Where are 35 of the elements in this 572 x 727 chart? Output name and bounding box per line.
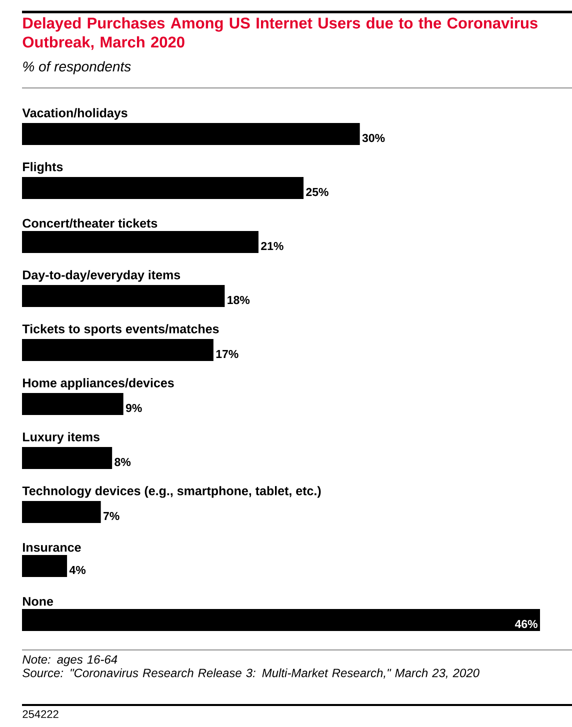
data-label: 46% — [514, 620, 538, 628]
data-label: 7% — [104, 512, 120, 520]
bar — [22, 393, 124, 416]
data-label: 21% — [261, 242, 284, 250]
text: 254222 — [22, 710, 58, 718]
bar — [22, 339, 214, 362]
y-tick-label: Flights — [23, 162, 63, 174]
data-label: 18% — [228, 296, 250, 304]
source-note: Source: "Coronavirus Research Release 3: Multi-Market Research," March 23, 2020 — [22, 668, 480, 679]
bar — [22, 609, 540, 632]
y-tick-label: None — [23, 597, 54, 606]
y-tick-label: Insurance — [23, 543, 81, 552]
data-label: 4% — [69, 566, 86, 574]
data-label: 25% — [306, 188, 328, 196]
bar — [22, 501, 101, 524]
chart-subtitle: % of respondents — [23, 61, 131, 74]
data-label: 30% — [362, 134, 385, 142]
bar — [22, 177, 304, 200]
y-tick-label: Vacation/holidays — [22, 108, 128, 120]
bar — [22, 123, 360, 146]
bar — [22, 285, 225, 308]
chart-title: Delayed Purchases Among US Internet Users due to the Coronavirus Outbreak, March 2020 — [22, 17, 538, 50]
bar — [22, 231, 258, 254]
bar — [22, 447, 112, 470]
data-label: 17% — [216, 350, 238, 358]
data-label: 9% — [126, 404, 142, 412]
y-tick-label: Technology devices (e.g., smartphone, tablet, etc.) — [22, 486, 321, 498]
bar — [22, 555, 68, 578]
y-tick-label: Concert/theater tickets — [22, 218, 158, 228]
text: Note: ages 16-64 — [22, 655, 118, 666]
y-tick-label: Tickets to sports events/matches — [22, 324, 219, 336]
y-tick-label: Luxury items — [23, 432, 100, 444]
y-tick-label: Day-to-day/everyday items — [23, 270, 180, 282]
data-label: 8% — [114, 458, 131, 466]
y-tick-label: Home appliances/devices — [23, 378, 174, 390]
